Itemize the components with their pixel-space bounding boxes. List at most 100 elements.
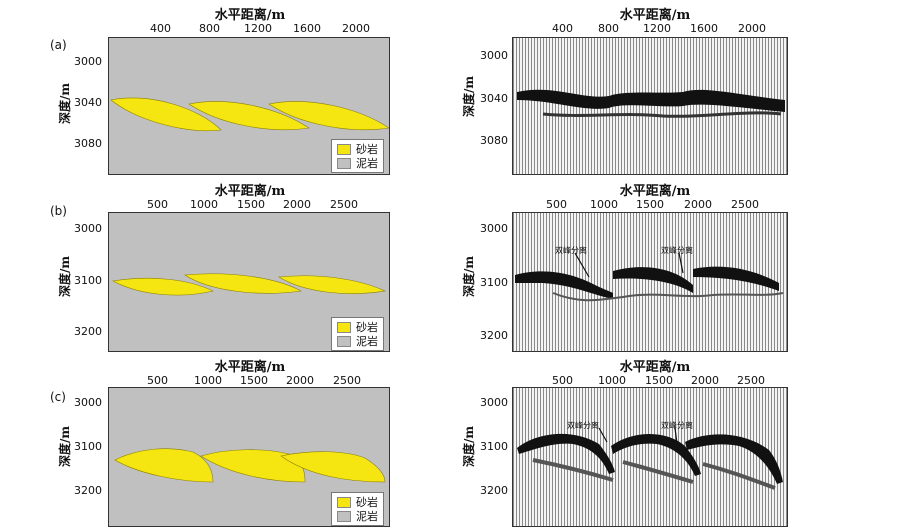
legend-swatch-sand bbox=[337, 143, 351, 155]
y-tick: 3000 bbox=[74, 396, 102, 409]
annotation-label: 双峰分离 bbox=[661, 421, 693, 430]
reflection-trough bbox=[613, 267, 693, 293]
legend-swatch-shale bbox=[337, 157, 351, 169]
y-tick: 3000 bbox=[74, 222, 102, 235]
y-tick: 3100 bbox=[480, 440, 508, 453]
sand-lens bbox=[200, 449, 306, 483]
y-axis-label: 深度/m bbox=[462, 425, 477, 468]
legend-label-sand: 砂岩 bbox=[356, 321, 378, 334]
legend: 砂岩 泥岩 bbox=[331, 317, 384, 351]
legend-label-sand: 砂岩 bbox=[356, 496, 378, 509]
seismic-events bbox=[517, 427, 783, 490]
y-axis-label: 深度/m bbox=[58, 255, 73, 298]
y-tick: 3100 bbox=[74, 274, 102, 287]
x-tick: 500 bbox=[147, 198, 168, 211]
seismic-section-plot: 双峰分离 双峰分离 bbox=[512, 387, 788, 527]
x-axis-label: 水平距离/m bbox=[214, 8, 286, 23]
x-tick: 1500 bbox=[237, 198, 265, 211]
y-axis-label: 深度/m bbox=[58, 82, 73, 125]
reflection-trough bbox=[685, 434, 783, 484]
x-tick: 2000 bbox=[684, 198, 712, 211]
sand-lens bbox=[188, 101, 310, 130]
x-tick: 1500 bbox=[645, 374, 673, 387]
reflection-lower bbox=[622, 460, 694, 484]
y-axis-label: 深度/m bbox=[462, 255, 477, 298]
legend-swatch-sand bbox=[337, 321, 351, 333]
annotation-arrow bbox=[598, 427, 608, 443]
x-tick: 1600 bbox=[690, 22, 718, 35]
reflection-trough bbox=[693, 266, 779, 291]
seismic-section-plot: 双峰分离 双峰分离 bbox=[512, 212, 788, 352]
y-tick: 3100 bbox=[74, 440, 102, 453]
annotation-arrow bbox=[678, 252, 684, 274]
x-tick: 500 bbox=[147, 374, 168, 387]
x-tick: 1600 bbox=[293, 22, 321, 35]
x-axis-label: 水平距离/m bbox=[619, 184, 691, 199]
y-tick: 3000 bbox=[480, 49, 508, 62]
sand-lens bbox=[184, 273, 302, 294]
annotation-arrow bbox=[674, 427, 678, 445]
sand-lens bbox=[268, 101, 389, 130]
sand-lens bbox=[110, 97, 222, 131]
sand-bodies bbox=[110, 97, 389, 131]
x-tick: 2500 bbox=[731, 198, 759, 211]
annotation-label: 双峰分离 bbox=[661, 246, 693, 255]
x-tick: 400 bbox=[552, 22, 573, 35]
sand-bodies bbox=[112, 273, 387, 296]
seismic-events bbox=[517, 89, 785, 118]
annotation-label: 双峰分离 bbox=[567, 421, 599, 430]
y-tick: 3000 bbox=[480, 396, 508, 409]
x-tick: 500 bbox=[546, 198, 567, 211]
x-tick: 2000 bbox=[286, 374, 314, 387]
x-tick: 1000 bbox=[590, 198, 618, 211]
x-tick: 2500 bbox=[737, 374, 765, 387]
reflection-trough bbox=[515, 271, 613, 299]
y-tick: 3200 bbox=[74, 484, 102, 497]
x-axis-label: 水平距离/m bbox=[214, 360, 286, 375]
y-tick: 3080 bbox=[480, 134, 508, 147]
y-axis-label: 深度/m bbox=[462, 75, 477, 118]
x-tick: 1200 bbox=[643, 22, 671, 35]
geologic-model-plot: 砂岩 泥岩 bbox=[108, 37, 390, 175]
y-tick: 3000 bbox=[74, 55, 102, 68]
x-tick: 1000 bbox=[598, 374, 626, 387]
x-tick: 1000 bbox=[190, 198, 218, 211]
panel-letter: (c) bbox=[50, 390, 66, 404]
seismic-events bbox=[515, 252, 784, 302]
x-axis-label: 水平距离/m bbox=[214, 184, 286, 199]
x-tick: 2000 bbox=[283, 198, 311, 211]
x-tick: 1000 bbox=[194, 374, 222, 387]
reflection-trough bbox=[611, 434, 701, 476]
reflection-trough bbox=[517, 89, 785, 112]
reflection-lower bbox=[532, 458, 614, 482]
x-tick: 1200 bbox=[244, 22, 272, 35]
legend-label-sand: 砂岩 bbox=[356, 143, 378, 156]
sand-lens bbox=[278, 275, 387, 294]
sand-lens bbox=[114, 448, 214, 483]
sand-bodies bbox=[114, 448, 386, 483]
x-tick: 800 bbox=[598, 22, 619, 35]
annotation-arrow bbox=[574, 252, 590, 278]
legend: 砂岩 泥岩 bbox=[331, 492, 384, 526]
y-tick: 3040 bbox=[74, 96, 102, 109]
panel-letter: (a) bbox=[50, 38, 67, 52]
legend-swatch-sand bbox=[337, 496, 351, 508]
x-tick: 400 bbox=[150, 22, 171, 35]
panel-letter: (b) bbox=[50, 204, 67, 218]
reflection-lower bbox=[702, 462, 776, 490]
sand-lens bbox=[280, 451, 386, 483]
x-tick: 2000 bbox=[342, 22, 370, 35]
x-tick: 800 bbox=[199, 22, 220, 35]
legend-label-shale: 泥岩 bbox=[356, 335, 378, 348]
geologic-model-plot: 砂岩 泥岩 bbox=[108, 212, 390, 352]
reflection-sidelobe bbox=[552, 292, 784, 302]
x-tick: 500 bbox=[552, 374, 573, 387]
reflection-trough bbox=[517, 433, 615, 474]
sand-lens bbox=[112, 277, 214, 296]
legend: 砂岩 泥岩 bbox=[331, 139, 384, 173]
y-tick: 3100 bbox=[480, 276, 508, 289]
x-tick: 2500 bbox=[330, 198, 358, 211]
y-tick: 3200 bbox=[480, 329, 508, 342]
geologic-model-plot: 砂岩 泥岩 bbox=[108, 387, 390, 527]
x-tick: 2000 bbox=[691, 374, 719, 387]
